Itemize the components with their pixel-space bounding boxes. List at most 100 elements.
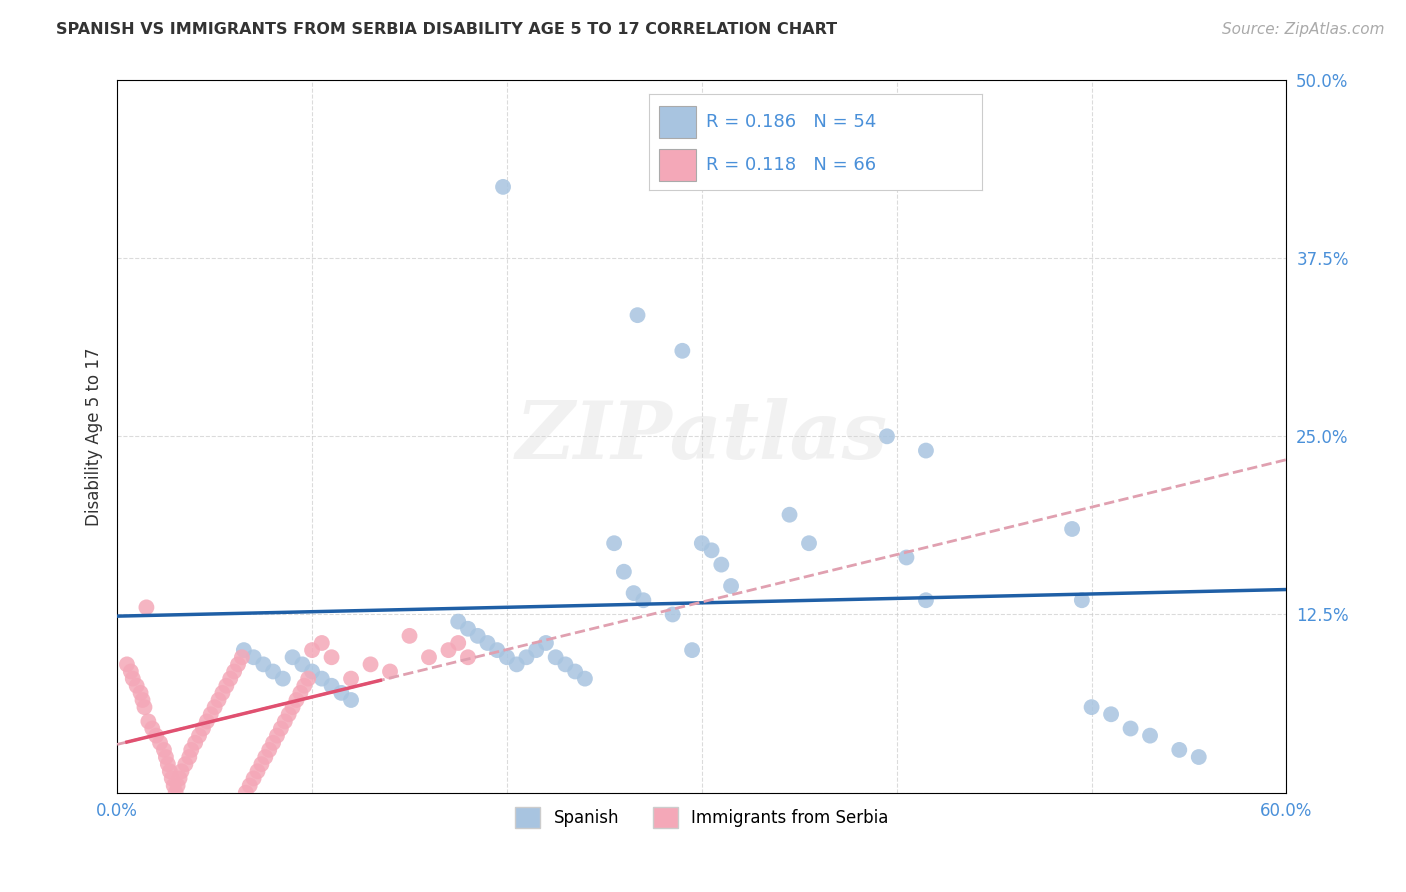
Spanish: [797, 536, 820, 550]
Spanish: [671, 343, 693, 358]
Spanish: [1119, 722, 1142, 736]
Spanish: [700, 543, 723, 558]
Immigrants from Serbia: [163, 779, 186, 793]
Immigrants from Serbia: [292, 679, 315, 693]
Immigrants from Serbia: [200, 707, 222, 722]
Immigrants from Serbia: [159, 764, 181, 779]
Spanish: [1168, 743, 1191, 757]
Spanish: [477, 636, 499, 650]
Immigrants from Serbia: [290, 686, 312, 700]
Spanish: [661, 137, 683, 152]
Spanish: [690, 536, 713, 550]
Immigrants from Serbia: [457, 650, 479, 665]
Immigrants from Serbia: [340, 672, 363, 686]
Spanish: [661, 607, 683, 622]
Spanish: [291, 657, 314, 672]
Immigrants from Serbia: [360, 657, 382, 672]
Immigrants from Serbia: [437, 643, 460, 657]
Immigrants from Serbia: [285, 693, 308, 707]
Spanish: [710, 558, 733, 572]
Immigrants from Serbia: [179, 750, 201, 764]
Immigrants from Serbia: [180, 743, 202, 757]
Spanish: [1139, 729, 1161, 743]
Spanish: [1099, 707, 1122, 722]
Spanish: [496, 650, 519, 665]
Spanish: [515, 650, 537, 665]
Immigrants from Serbia: [378, 665, 401, 679]
Spanish: [779, 508, 801, 522]
Text: ZIPatlas: ZIPatlas: [516, 398, 889, 475]
Immigrants from Serbia: [188, 729, 211, 743]
Spanish: [1070, 593, 1092, 607]
Immigrants from Serbia: [224, 665, 246, 679]
Spanish: [915, 593, 938, 607]
Immigrants from Serbia: [231, 650, 253, 665]
Spanish: [467, 629, 489, 643]
Immigrants from Serbia: [191, 722, 214, 736]
Spanish: [623, 586, 645, 600]
Spanish: [457, 622, 479, 636]
Immigrants from Serbia: [204, 700, 226, 714]
Immigrants from Serbia: [174, 757, 197, 772]
Immigrants from Serbia: [219, 672, 242, 686]
Immigrants from Serbia: [138, 714, 160, 729]
Spanish: [486, 643, 509, 657]
Immigrants from Serbia: [165, 786, 187, 800]
Immigrants from Serbia: [266, 729, 288, 743]
Immigrants from Serbia: [195, 714, 218, 729]
Immigrants from Serbia: [170, 764, 193, 779]
Spanish: [524, 643, 547, 657]
Legend: Spanish, Immigrants from Serbia: Spanish, Immigrants from Serbia: [509, 800, 896, 834]
Spanish: [1080, 700, 1102, 714]
Immigrants from Serbia: [297, 672, 319, 686]
Spanish: [252, 657, 274, 672]
Immigrants from Serbia: [134, 700, 156, 714]
Spanish: [311, 672, 333, 686]
Immigrants from Serbia: [398, 629, 420, 643]
Spanish: [534, 636, 557, 650]
Spanish: [281, 650, 304, 665]
Immigrants from Serbia: [169, 772, 191, 786]
Immigrants from Serbia: [418, 650, 440, 665]
Spanish: [492, 180, 515, 194]
Immigrants from Serbia: [211, 686, 233, 700]
Immigrants from Serbia: [160, 772, 183, 786]
Immigrants from Serbia: [155, 750, 177, 764]
Spanish: [564, 665, 586, 679]
Y-axis label: Disability Age 5 to 17: Disability Age 5 to 17: [86, 347, 103, 525]
Immigrants from Serbia: [270, 722, 292, 736]
Immigrants from Serbia: [262, 736, 284, 750]
Immigrants from Serbia: [274, 714, 297, 729]
Spanish: [603, 536, 626, 550]
Spanish: [232, 643, 254, 657]
Spanish: [1188, 750, 1211, 764]
Spanish: [301, 665, 323, 679]
Immigrants from Serbia: [207, 693, 229, 707]
Immigrants from Serbia: [239, 779, 262, 793]
Immigrants from Serbia: [184, 736, 207, 750]
Spanish: [896, 550, 918, 565]
Immigrants from Serbia: [166, 779, 188, 793]
Text: SPANISH VS IMMIGRANTS FROM SERBIA DISABILITY AGE 5 TO 17 CORRELATION CHART: SPANISH VS IMMIGRANTS FROM SERBIA DISABI…: [56, 22, 838, 37]
Immigrants from Serbia: [156, 757, 179, 772]
Immigrants from Serbia: [121, 672, 143, 686]
Immigrants from Serbia: [235, 786, 257, 800]
Spanish: [330, 686, 353, 700]
Immigrants from Serbia: [321, 650, 343, 665]
Spanish: [574, 672, 596, 686]
Spanish: [447, 615, 470, 629]
Immigrants from Serbia: [301, 643, 323, 657]
Immigrants from Serbia: [254, 750, 277, 764]
Spanish: [681, 643, 703, 657]
Spanish: [262, 665, 284, 679]
Immigrants from Serbia: [281, 700, 304, 714]
Immigrants from Serbia: [226, 657, 249, 672]
Spanish: [544, 650, 567, 665]
Immigrants from Serbia: [135, 600, 157, 615]
Immigrants from Serbia: [141, 722, 163, 736]
Spanish: [242, 650, 264, 665]
Spanish: [613, 565, 636, 579]
Spanish: [633, 593, 655, 607]
Immigrants from Serbia: [250, 757, 273, 772]
Immigrants from Serbia: [153, 743, 176, 757]
